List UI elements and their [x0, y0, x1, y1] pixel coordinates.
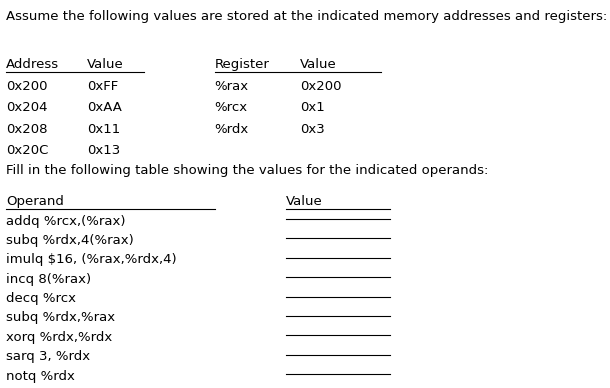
- Text: 0x200: 0x200: [6, 80, 48, 93]
- Text: 0x204: 0x204: [6, 101, 48, 114]
- Text: 0x20C: 0x20C: [6, 144, 49, 157]
- Text: Value: Value: [87, 58, 123, 71]
- Text: 0x1: 0x1: [300, 101, 325, 114]
- Text: Assume the following values are stored at the indicated memory addresses and reg: Assume the following values are stored a…: [6, 10, 608, 23]
- Text: %rax: %rax: [215, 80, 249, 93]
- Text: %rcx: %rcx: [215, 101, 248, 114]
- Text: incq 8(%rax): incq 8(%rax): [6, 273, 91, 286]
- Text: 0x200: 0x200: [300, 80, 342, 93]
- Text: Value: Value: [286, 195, 323, 208]
- Text: imulq $16, (%rax,%rdx,4): imulq $16, (%rax,%rdx,4): [6, 253, 177, 266]
- Text: 0x208: 0x208: [6, 123, 48, 135]
- Text: subq %rdx,%rax: subq %rdx,%rax: [6, 312, 115, 324]
- Text: Operand: Operand: [6, 195, 64, 208]
- Text: Fill in the following table showing the values for the indicated operands:: Fill in the following table showing the …: [6, 164, 489, 177]
- Text: Register: Register: [215, 58, 270, 71]
- Text: 0x13: 0x13: [87, 144, 120, 157]
- Text: Value: Value: [300, 58, 337, 71]
- Text: 0x11: 0x11: [87, 123, 120, 135]
- Text: subq %rdx,4(%rax): subq %rdx,4(%rax): [6, 234, 134, 247]
- Text: 0xAA: 0xAA: [87, 101, 121, 114]
- Text: 0x3: 0x3: [300, 123, 325, 135]
- Text: Address: Address: [6, 58, 59, 71]
- Text: sarq 3, %rdx: sarq 3, %rdx: [6, 350, 90, 363]
- Text: 0xFF: 0xFF: [87, 80, 118, 93]
- Text: %rdx: %rdx: [215, 123, 249, 135]
- Text: notq %rdx: notq %rdx: [6, 370, 75, 383]
- Text: decq %rcx: decq %rcx: [6, 292, 76, 305]
- Text: xorq %rdx,%rdx: xorq %rdx,%rdx: [6, 331, 112, 344]
- Text: addq %rcx,(%rax): addq %rcx,(%rax): [6, 215, 126, 227]
